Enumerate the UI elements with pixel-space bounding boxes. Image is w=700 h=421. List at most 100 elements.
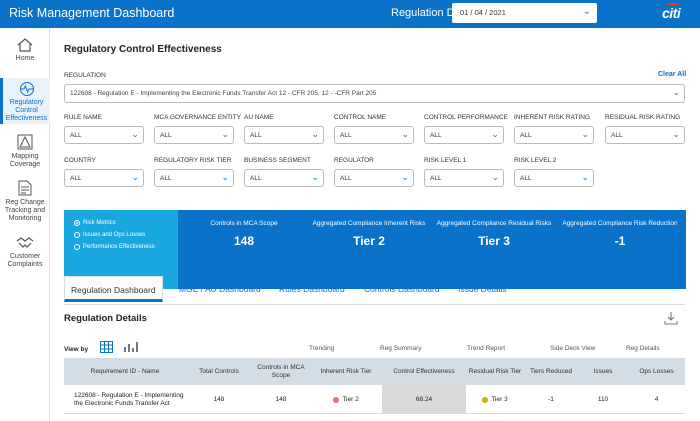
metric-option-performance-effectiveness[interactable]: Performance Effectiveness bbox=[74, 244, 155, 250]
filter-value: ALL bbox=[160, 132, 172, 139]
filter-label: BUSINESS SEGMENT bbox=[244, 157, 311, 164]
side-deck-view-link[interactable]: Side Deck View bbox=[550, 345, 596, 352]
reg-details-link[interactable]: Reg Details bbox=[626, 345, 660, 352]
filter-label: REGULATOR bbox=[334, 157, 374, 164]
column-header[interactable]: Requirement ID - Name bbox=[90, 367, 160, 375]
clear-all-link[interactable]: Clear All bbox=[658, 71, 687, 78]
column-header[interactable]: Residual Risk Tier bbox=[468, 367, 522, 375]
table-view-icon[interactable] bbox=[100, 341, 113, 353]
as-of-date-select[interactable]: 01 / 04 / 2021 ⌄ bbox=[452, 3, 597, 23]
kpi-value: 148 bbox=[233, 234, 255, 248]
filter-value: ALL bbox=[340, 175, 352, 182]
metric-option-risk-metrics[interactable]: Risk Metrics bbox=[74, 220, 116, 226]
table-header: Requirement ID - Name Total Controls Con… bbox=[64, 358, 685, 385]
trending-link[interactable]: Trending bbox=[309, 345, 335, 352]
details-title: Regulation Details bbox=[64, 313, 147, 324]
inherent-risk-rating-select[interactable]: ALL ⌄ bbox=[514, 126, 594, 144]
as-of-date-value: 01 / 04 / 2021 bbox=[460, 8, 506, 17]
tabs-divider bbox=[64, 304, 685, 305]
table-row[interactable]: 122608 - Regulation E - Implementing the… bbox=[64, 385, 685, 414]
filter-value: ALL bbox=[250, 132, 262, 139]
sidebar-item-customer-complaints[interactable]: Customer Complaints bbox=[0, 236, 50, 269]
risk-level-2-select[interactable]: ALL ⌄ bbox=[514, 169, 594, 187]
tab-mge-au-dashboard[interactable]: MGE / AU Dashboard bbox=[179, 284, 261, 294]
column-header[interactable]: Tiers Reduced bbox=[529, 367, 573, 375]
column-header[interactable]: Controls in MCA Scope bbox=[257, 363, 305, 379]
sidebar: Home Regulatory Control Effectiveness Ma… bbox=[0, 28, 50, 421]
kpi-value: Tier 3 bbox=[478, 234, 510, 248]
document-icon bbox=[18, 180, 32, 196]
metric-selector-panel: Risk Metrics Issues and Ops Losses Perfo… bbox=[64, 210, 178, 289]
regulatory-risk-tier-select[interactable]: ALL ⌄ bbox=[154, 169, 234, 187]
regulation-value: 122608 - Regulation E - Implementing the… bbox=[70, 90, 377, 97]
chevron-down-icon: ⌄ bbox=[491, 172, 499, 182]
kpi-residual-risks: Aggregated Compliance Residual Risks Tie… bbox=[434, 220, 554, 248]
residual-risk-rating-select[interactable]: ALL ⌄ bbox=[605, 126, 685, 144]
filter-label: INHERENT RISK RATING bbox=[514, 114, 590, 121]
reg-summary-link[interactable]: Reg Summary bbox=[380, 345, 422, 352]
page-title: Regulatory Control Effectiveness bbox=[64, 44, 222, 55]
brand-logo: citi bbox=[662, 5, 681, 21]
download-icon[interactable] bbox=[664, 311, 678, 325]
filter-value: ALL bbox=[70, 175, 82, 182]
filter-value: ALL bbox=[250, 175, 262, 182]
chevron-down-icon: ⌄ bbox=[581, 172, 589, 182]
radio-selected-icon bbox=[74, 220, 80, 226]
chevron-down-icon: ⌄ bbox=[221, 129, 229, 139]
tab-controls-dashboard[interactable]: Controls Dashboard bbox=[364, 284, 440, 294]
kpi-value: Tier 2 bbox=[353, 234, 385, 248]
filter-label: CONTROL NAME bbox=[334, 114, 387, 121]
requirement-name-cell[interactable]: 122608 - Regulation E - Implementing the… bbox=[74, 391, 184, 407]
country-select[interactable]: ALL ⌄ bbox=[64, 169, 144, 187]
filter-label: RESIDUAL RISK RATING bbox=[605, 114, 681, 121]
control-effectiveness-cell: 68.24 bbox=[382, 385, 466, 414]
column-header[interactable]: Ops Losses bbox=[639, 367, 674, 375]
tab-bar: Regulation Dashboard MGE / AU Dashboard … bbox=[64, 276, 685, 302]
kpi-title: Aggregated Compliance Inherent Risks bbox=[312, 220, 426, 227]
filter-label: RISK LEVEL 1 bbox=[424, 157, 467, 164]
filter-value: ALL bbox=[160, 175, 172, 182]
mca-governance-entity-select[interactable]: ALL ⌄ bbox=[154, 126, 234, 144]
business-segment-select[interactable]: ALL ⌄ bbox=[244, 169, 324, 187]
sidebar-item-mapping-coverage[interactable]: Mapping Coverage bbox=[0, 134, 50, 169]
chevron-down-icon: ⌄ bbox=[491, 129, 499, 139]
sidebar-item-label: Reg Change Tracking and Monitoring bbox=[4, 199, 46, 222]
column-header[interactable]: Control Effectiveness bbox=[393, 367, 455, 375]
regulator-select[interactable]: ALL ⌄ bbox=[334, 169, 414, 187]
control-name-select[interactable]: ALL ⌄ bbox=[334, 126, 414, 144]
trend-report-link[interactable]: Trend Report bbox=[467, 345, 506, 352]
chevron-down-icon: ⌄ bbox=[582, 6, 591, 17]
tab-regulation-dashboard[interactable]: Regulation Dashboard bbox=[64, 276, 163, 302]
tab-rules-dashboard[interactable]: Rules Dashboard bbox=[279, 284, 345, 294]
column-header[interactable]: Inherent Risk Tier bbox=[320, 367, 372, 375]
kpi-title: Controls in MCA Scope bbox=[210, 220, 278, 227]
sidebar-item-label: Regulatory Control Effectiveness bbox=[5, 99, 48, 122]
filter-label: CONTROL PERFORMANCE bbox=[424, 114, 508, 121]
filter-value: ALL bbox=[611, 132, 623, 139]
rule-name-select[interactable]: ALL ⌄ bbox=[64, 126, 144, 144]
filter-label: REGULATORY RISK TIER bbox=[154, 157, 232, 164]
filter-value: ALL bbox=[520, 132, 532, 139]
column-header[interactable]: Issues bbox=[593, 367, 613, 375]
residual-risk-tier-value: Tier 3 bbox=[491, 395, 508, 403]
filter-label: COUNTRY bbox=[64, 157, 97, 164]
regulation-select[interactable]: 122608 - Regulation E - Implementing the… bbox=[64, 84, 685, 103]
column-header[interactable]: Total Controls bbox=[199, 367, 239, 375]
sidebar-item-regulatory-control-effectiveness[interactable]: Regulatory Control Effectiveness bbox=[0, 78, 50, 124]
sidebar-item-label: Customer Complaints bbox=[7, 253, 43, 268]
kpi-title: Aggregated Compliance Risk Reduction bbox=[562, 220, 678, 227]
chevron-down-icon: ⌄ bbox=[221, 172, 229, 182]
sidebar-item-home[interactable]: Home bbox=[0, 38, 50, 63]
total-controls-cell: 148 bbox=[213, 395, 225, 403]
control-performance-select[interactable]: ALL ⌄ bbox=[424, 126, 504, 144]
inherent-risk-tier-value: Tier 2 bbox=[342, 395, 359, 403]
issues-cell: 110 bbox=[597, 395, 609, 403]
metric-option-label: Issues and Ops Losses bbox=[83, 232, 146, 238]
filter-label: AU NAME bbox=[244, 114, 274, 121]
risk-level-1-select[interactable]: ALL ⌄ bbox=[424, 169, 504, 187]
metric-option-issues-ops-losses[interactable]: Issues and Ops Losses bbox=[74, 232, 145, 238]
tab-issue-details[interactable]: Issue Details bbox=[458, 284, 507, 294]
chart-view-icon[interactable] bbox=[124, 341, 140, 353]
au-name-select[interactable]: ALL ⌄ bbox=[244, 126, 324, 144]
sidebar-item-reg-change-tracking[interactable]: Reg Change Tracking and Monitoring bbox=[0, 180, 50, 223]
